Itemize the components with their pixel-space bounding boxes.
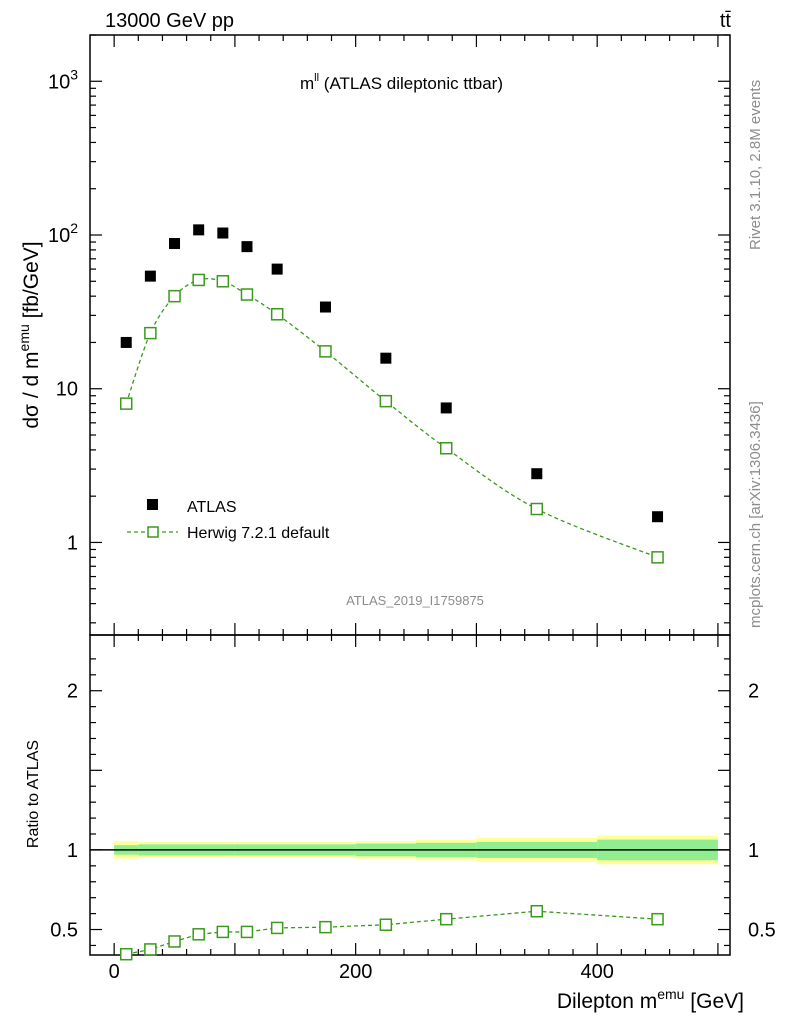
legend-herwig-marker xyxy=(147,526,159,538)
herwig-point xyxy=(379,394,393,408)
rivet-version-label: Rivet 3.1.10, 2.8M events xyxy=(747,80,764,250)
atlas-point xyxy=(144,270,156,282)
atlas-point xyxy=(217,227,229,239)
ratio-herwig-point xyxy=(192,928,205,941)
herwig-point xyxy=(119,397,133,410)
atlas-point xyxy=(271,263,283,275)
atlas-point xyxy=(193,224,205,236)
herwig-point xyxy=(651,551,664,564)
ratio-series xyxy=(119,904,664,961)
legend: ATLAS Herwig 7.2.1 default xyxy=(127,499,330,542)
atlas-point xyxy=(380,352,392,364)
main-panel-frame xyxy=(89,34,731,636)
ratio-herwig-point xyxy=(319,920,332,934)
x-tick-label: 200 xyxy=(339,961,372,983)
ratio-herwig-point xyxy=(651,912,664,926)
herwig-point xyxy=(270,308,284,321)
energy-label: 13000 GeV pp xyxy=(105,10,234,32)
herwig-point xyxy=(144,326,157,340)
ratio-y-tick-label-right: 0.5 xyxy=(748,920,776,942)
ratio-y-tick-label: 0.5 xyxy=(50,920,78,942)
ratio-herwig-point xyxy=(168,935,181,948)
herwig-point xyxy=(240,288,254,301)
ratio-herwig-point xyxy=(530,904,544,918)
ratio-y-axis-label: Ratio to ATLAS xyxy=(25,740,42,848)
x-tick-label: 400 xyxy=(580,961,613,983)
ratio-herwig-point xyxy=(119,947,133,961)
x-tick-label: 0 xyxy=(109,961,120,983)
main-series xyxy=(119,224,664,564)
ratio-herwig-line xyxy=(126,910,658,955)
herwig-point xyxy=(192,273,205,287)
legend-herwig-label: Herwig 7.2.1 default xyxy=(187,525,330,542)
herwig-point xyxy=(216,275,230,288)
atlas-point xyxy=(652,511,664,523)
legend-atlas-marker xyxy=(147,499,158,510)
ratio-panel-frame xyxy=(89,634,731,956)
ratio-herwig-point xyxy=(439,912,453,926)
ratio-herwig-point xyxy=(216,925,230,939)
herwig-point xyxy=(319,345,332,358)
process-label: tt̄ xyxy=(720,10,732,32)
ratio-herwig-point xyxy=(270,921,284,935)
herwig-point xyxy=(439,441,453,455)
herwig-point xyxy=(530,502,544,516)
atlas-point xyxy=(120,336,132,348)
main-y-axis-label: dσ / d memu [fb/GeV] xyxy=(16,241,43,428)
ratio-y-tick-label-right: 1 xyxy=(748,840,759,862)
herwig-point xyxy=(168,289,181,303)
atlas-point xyxy=(319,301,331,313)
atlas-point xyxy=(241,241,253,253)
x-axis-label: Dilepton memu [GeV] xyxy=(557,986,744,1013)
y-tick-label: 10 xyxy=(56,379,78,401)
y-tick-label: 102 xyxy=(48,220,78,247)
ratio-y-tick-label: 1 xyxy=(67,840,78,862)
ratio-y-tick-label-right: 2 xyxy=(748,681,759,703)
ratio-herwig-point xyxy=(379,918,393,932)
ratio-axis-ticks: 0.5 0.5 1 1 2 2 0 200 400 xyxy=(50,635,776,983)
plot-title: mll (ATLAS dileptonic ttbar) xyxy=(300,72,503,93)
mcplots-label: mcplots.cern.ch [arXiv:1306.3436] xyxy=(747,401,764,628)
main-axis-ticks: 1 10 102 103 xyxy=(48,34,730,635)
atlas-point xyxy=(531,468,543,480)
y-tick-label: 103 xyxy=(48,66,78,93)
ratio-herwig-point xyxy=(240,925,254,939)
atlas-point xyxy=(440,402,452,414)
y-tick-label: 1 xyxy=(67,532,78,554)
ratio-herwig-point xyxy=(144,943,157,956)
ratio-y-tick-label: 2 xyxy=(67,681,78,703)
legend-atlas-label: ATLAS xyxy=(187,499,237,516)
analysis-id: ATLAS_2019_I1759875 xyxy=(346,593,484,608)
atlas-point xyxy=(169,238,181,250)
